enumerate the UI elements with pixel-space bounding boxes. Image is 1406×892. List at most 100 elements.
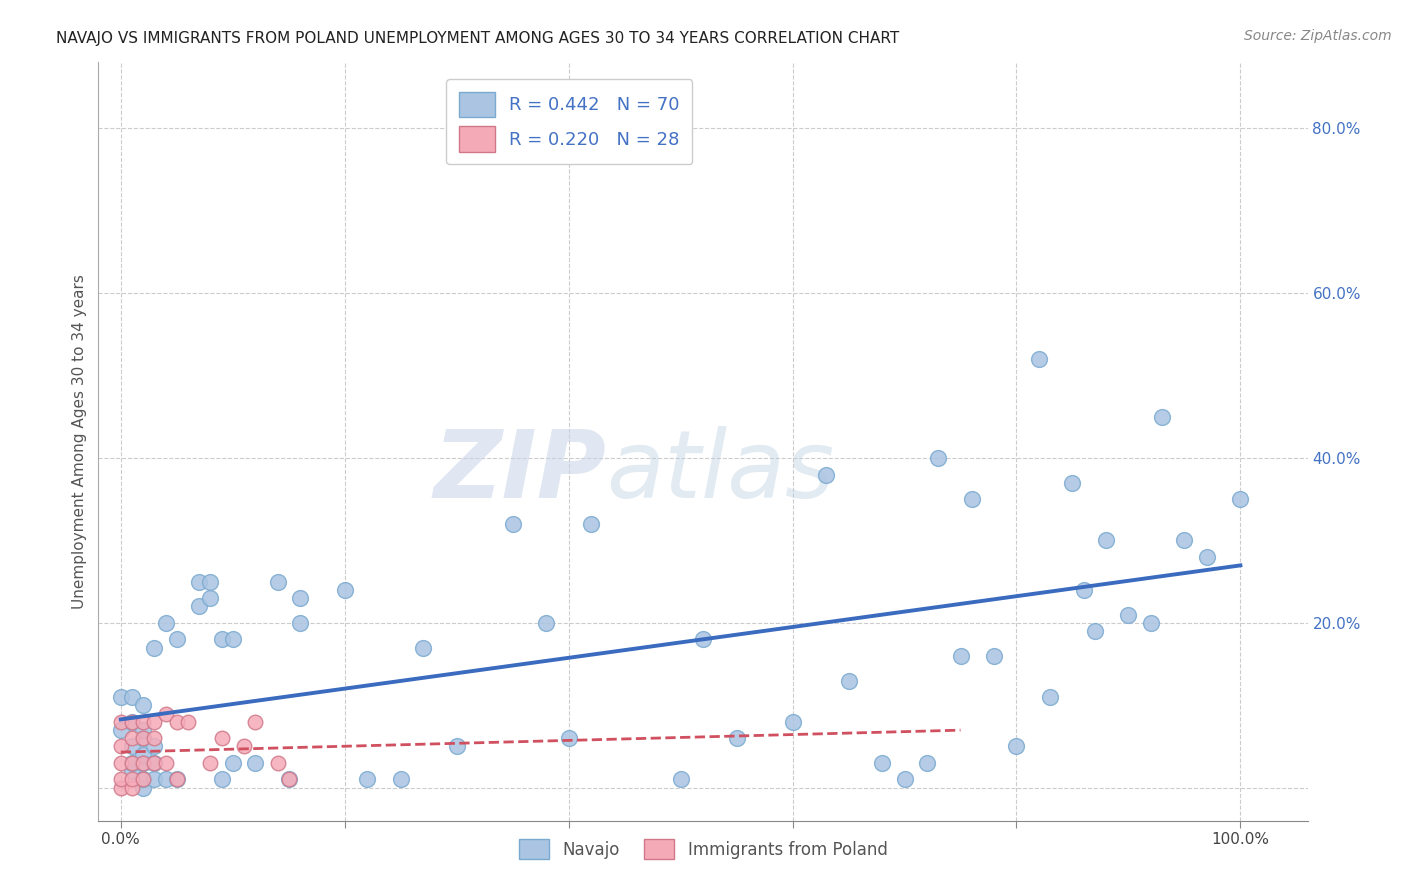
Point [1195, 549, 1218, 564]
Point [356, 772, 378, 787]
Point [166, 772, 188, 787]
Point [143, 714, 166, 729]
Text: NAVAJO VS IMMIGRANTS FROM POLAND UNEMPLOYMENT AMONG AGES 30 TO 34 YEARS CORRELAT: NAVAJO VS IMMIGRANTS FROM POLAND UNEMPLO… [56, 31, 900, 46]
Point [927, 450, 949, 465]
Point [110, 723, 132, 737]
Point [692, 632, 714, 647]
Point [579, 516, 602, 531]
Point [143, 772, 166, 787]
Point [277, 772, 299, 787]
Point [1062, 475, 1084, 490]
Point [143, 756, 166, 770]
Point [121, 731, 143, 746]
Point [155, 772, 177, 787]
Point [132, 698, 155, 713]
Text: atlas: atlas [606, 426, 835, 517]
Point [1084, 624, 1107, 639]
Point [870, 756, 893, 770]
Point [110, 772, 132, 787]
Point [288, 591, 311, 606]
Point [243, 756, 266, 770]
Point [121, 739, 143, 754]
Point [121, 714, 143, 729]
Point [277, 772, 299, 787]
Point [132, 731, 155, 746]
Point [557, 731, 579, 746]
Point [893, 772, 915, 787]
Text: Source: ZipAtlas.com: Source: ZipAtlas.com [1244, 29, 1392, 43]
Point [155, 756, 177, 770]
Point [446, 739, 468, 754]
Point [838, 673, 860, 688]
Point [121, 780, 143, 795]
Legend: Navajo, Immigrants from Poland: Navajo, Immigrants from Poland [512, 833, 894, 865]
Text: ZIP: ZIP [433, 425, 606, 518]
Point [815, 467, 838, 482]
Point [121, 756, 143, 770]
Point [200, 591, 222, 606]
Point [132, 772, 155, 787]
Point [110, 739, 132, 754]
Point [143, 756, 166, 770]
Point [121, 756, 143, 770]
Point [288, 615, 311, 630]
Point [166, 772, 188, 787]
Point [121, 772, 143, 787]
Point [1005, 739, 1028, 754]
Point [222, 756, 245, 770]
Point [949, 648, 972, 663]
Point [1229, 492, 1251, 507]
Point [1173, 533, 1195, 548]
Point [1140, 615, 1163, 630]
Point [266, 574, 288, 589]
Point [1118, 607, 1140, 622]
Point [211, 772, 233, 787]
Point [222, 632, 245, 647]
Point [669, 772, 692, 787]
Point [166, 714, 188, 729]
Point [121, 690, 143, 704]
Point [412, 640, 434, 655]
Point [132, 714, 155, 729]
Point [143, 640, 166, 655]
Point [177, 714, 200, 729]
Point [389, 772, 412, 787]
Point [132, 780, 155, 795]
Point [132, 723, 155, 737]
Point [155, 615, 177, 630]
Point [536, 615, 558, 630]
Point [1028, 352, 1050, 367]
Point [1150, 409, 1173, 424]
Point [782, 714, 804, 729]
Point [1095, 533, 1118, 548]
Point [188, 574, 211, 589]
Point [132, 756, 155, 770]
Point [502, 516, 524, 531]
Point [166, 632, 188, 647]
Point [983, 648, 1005, 663]
Point [121, 764, 143, 779]
Point [200, 756, 222, 770]
Point [110, 690, 132, 704]
Point [121, 714, 143, 729]
Point [110, 780, 132, 795]
Point [211, 731, 233, 746]
Point [725, 731, 748, 746]
Point [110, 756, 132, 770]
Point [143, 731, 166, 746]
Point [110, 714, 132, 729]
Y-axis label: Unemployment Among Ages 30 to 34 years: Unemployment Among Ages 30 to 34 years [72, 274, 87, 609]
Point [132, 772, 155, 787]
Point [132, 731, 155, 746]
Point [915, 756, 938, 770]
Point [333, 582, 356, 597]
Point [233, 739, 256, 754]
Point [211, 632, 233, 647]
Point [1073, 582, 1095, 597]
Point [132, 747, 155, 762]
Point [143, 739, 166, 754]
Point [266, 756, 288, 770]
Point [155, 706, 177, 721]
Point [200, 574, 222, 589]
Point [243, 714, 266, 729]
